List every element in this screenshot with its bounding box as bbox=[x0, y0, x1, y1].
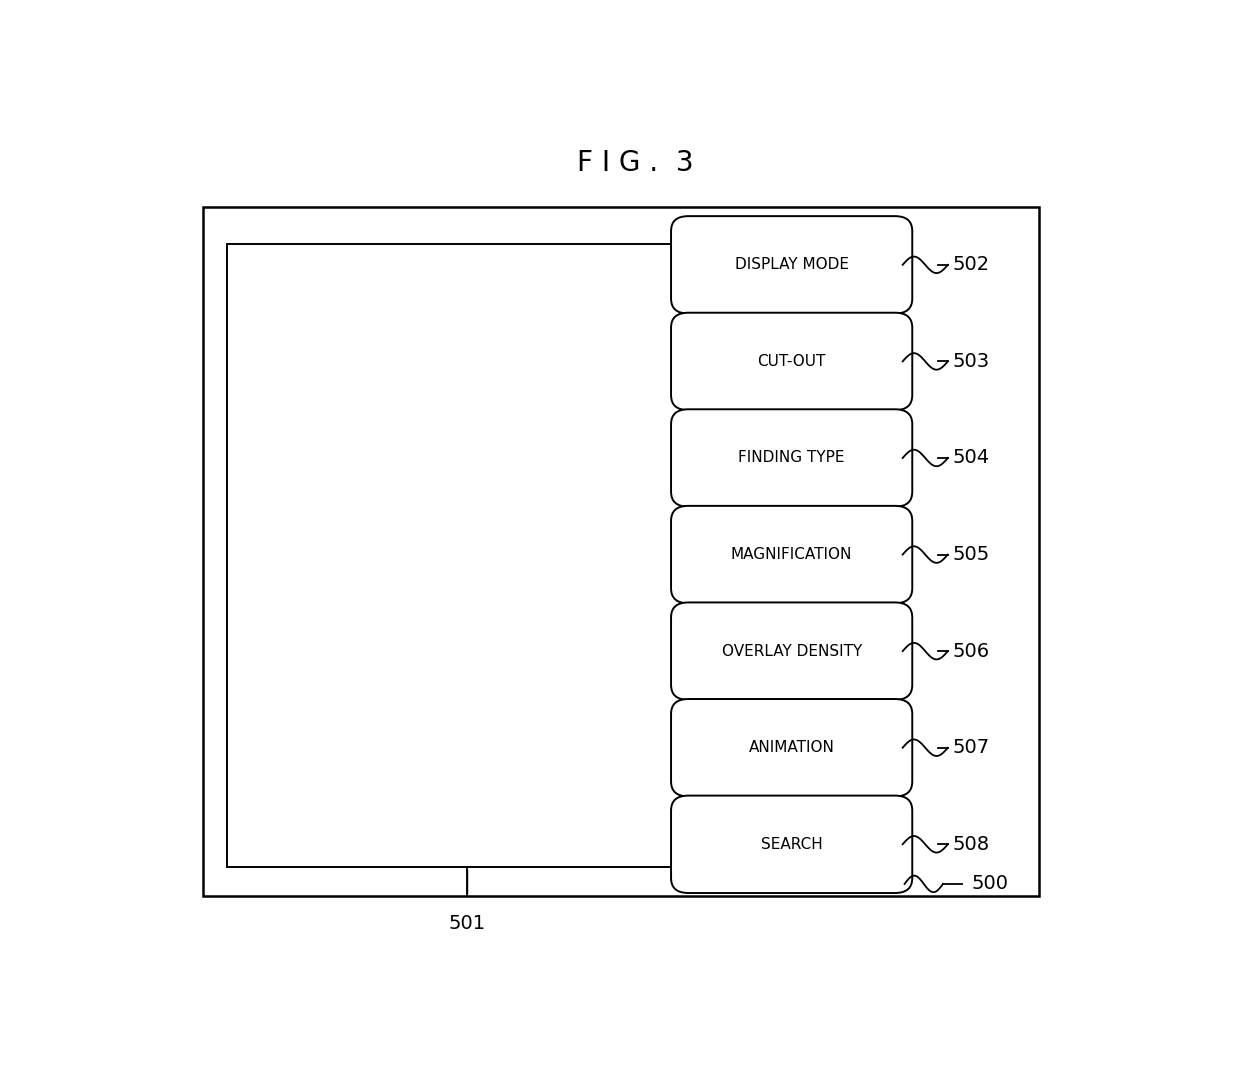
FancyBboxPatch shape bbox=[671, 506, 913, 604]
FancyBboxPatch shape bbox=[671, 217, 913, 313]
FancyBboxPatch shape bbox=[671, 313, 913, 411]
Text: CUT-OUT: CUT-OUT bbox=[758, 354, 826, 369]
Text: ANIMATION: ANIMATION bbox=[749, 741, 835, 755]
Text: FINDING TYPE: FINDING TYPE bbox=[738, 450, 844, 465]
FancyBboxPatch shape bbox=[671, 410, 913, 507]
Text: DISPLAY MODE: DISPLAY MODE bbox=[734, 257, 848, 272]
Text: 508: 508 bbox=[952, 835, 990, 853]
FancyBboxPatch shape bbox=[671, 795, 913, 893]
Text: 502: 502 bbox=[952, 255, 990, 274]
Text: 503: 503 bbox=[952, 352, 990, 371]
Text: 501: 501 bbox=[449, 914, 486, 934]
Text: MAGNIFICATION: MAGNIFICATION bbox=[730, 547, 852, 562]
Text: OVERLAY DENSITY: OVERLAY DENSITY bbox=[722, 643, 862, 658]
Bar bbox=[203, 207, 1039, 896]
Text: 505: 505 bbox=[952, 545, 990, 564]
Text: 507: 507 bbox=[952, 739, 990, 757]
FancyBboxPatch shape bbox=[671, 699, 913, 796]
Text: SEARCH: SEARCH bbox=[761, 837, 822, 852]
Text: 500: 500 bbox=[972, 875, 1009, 893]
Text: F I G .  3: F I G . 3 bbox=[577, 149, 694, 177]
Bar bbox=[227, 244, 703, 867]
Text: 504: 504 bbox=[952, 448, 990, 467]
FancyBboxPatch shape bbox=[671, 602, 913, 700]
Text: 506: 506 bbox=[952, 642, 990, 660]
